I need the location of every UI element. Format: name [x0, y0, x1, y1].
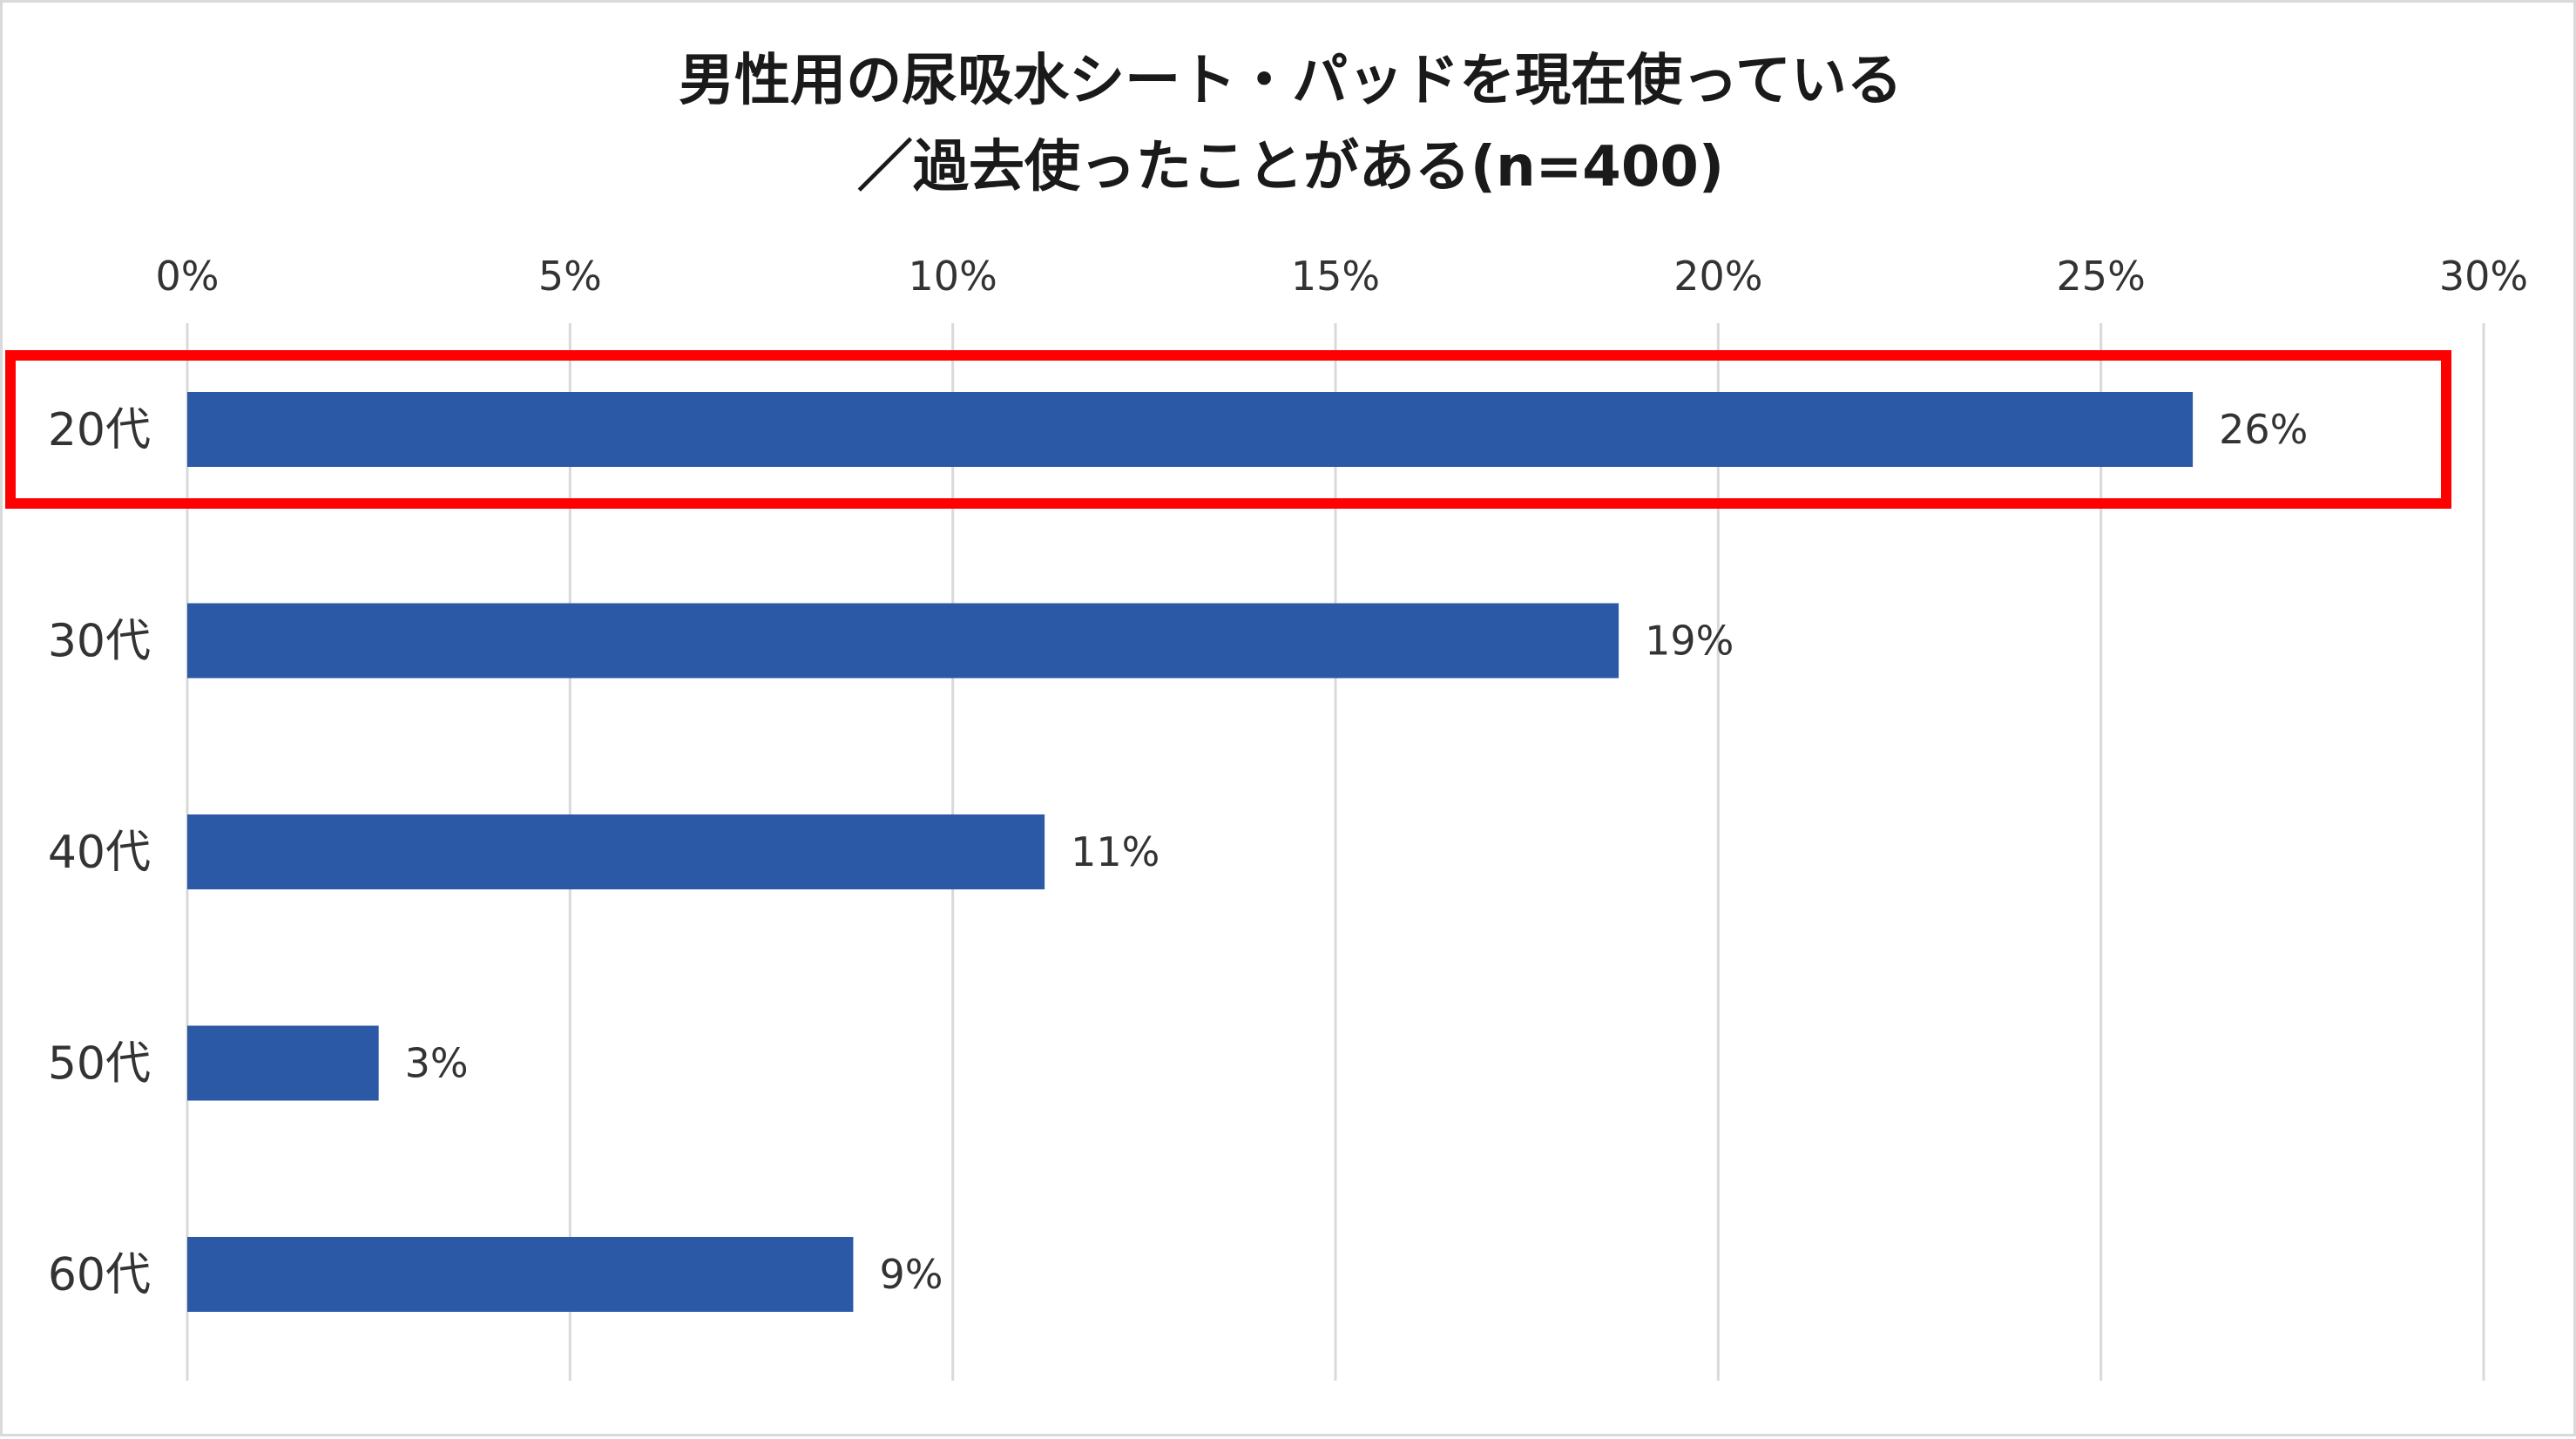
chart-title-line-1: 男性用の尿吸水シート・パッドを現在使っている [679, 49, 1903, 113]
x-tick-label-2: 10% [909, 253, 997, 300]
chart-title-line-2: ／過去使ったことがある(n=400) [856, 135, 1725, 199]
category-label-0: 20代 [48, 404, 151, 456]
x-tick-label-0: 0% [156, 253, 220, 300]
bar-1 [187, 603, 1619, 679]
x-tick-label-5: 25% [2057, 253, 2146, 300]
data-label-3: 3% [405, 1040, 469, 1087]
x-tick-label-3: 15% [1291, 253, 1380, 300]
x-tick-label-4: 20% [1673, 253, 1762, 300]
category-label-3: 50代 [48, 1038, 151, 1091]
x-tick-label-6: 30% [2439, 253, 2528, 300]
data-label-4: 9% [879, 1251, 943, 1298]
data-label-0: 26% [2219, 406, 2308, 453]
bar-2 [187, 814, 1045, 889]
data-label-1: 19% [1645, 618, 1734, 665]
bar-4 [187, 1237, 854, 1312]
category-label-4: 60代 [48, 1249, 151, 1301]
bar-chart-plot: 0% 5% 10% 15% 20% 25% 30% 20代 26% 30代 19% 40代 11% 50代… [5, 253, 2528, 1381]
bar-0 [187, 392, 2194, 467]
category-label-2: 40代 [48, 827, 151, 879]
category-label-1: 30代 [48, 616, 151, 668]
x-tick-label-1: 5% [538, 253, 602, 300]
data-label-2: 11% [1071, 828, 1160, 875]
highlight-frame [5, 350, 2451, 509]
bar-3 [187, 1025, 379, 1101]
